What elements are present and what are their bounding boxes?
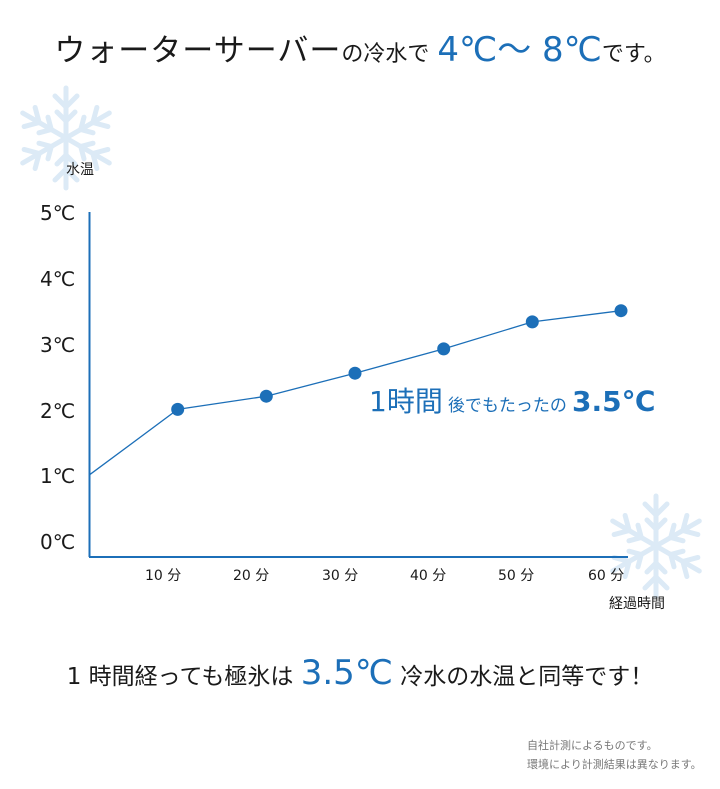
bottom-message-text: 1 時間経っても極氷は (66, 664, 294, 690)
data-point (171, 402, 185, 416)
y-tick-label: 4℃ (40, 267, 76, 291)
series-layer (88, 304, 628, 476)
x-tick-label: 20 分 (233, 568, 270, 584)
callout-time: 1時間 (369, 385, 443, 418)
y-tick-label: 0℃ (40, 530, 76, 554)
footnote: 環境により計測結果は異なります。 (527, 758, 702, 771)
x-tick-label: 40 分 (410, 568, 447, 584)
bottom-message-value: 3.5℃ (300, 653, 393, 693)
y-axis-label: 水温 (66, 162, 94, 178)
y-tick-label: 2℃ (40, 399, 76, 423)
headline-product: ウォーターサーバー (54, 33, 342, 69)
x-tick-label: 50 分 (498, 568, 535, 584)
callout-text: 後でもたったの (447, 396, 567, 416)
y-tick-label: 3℃ (40, 333, 76, 357)
data-point (259, 389, 273, 403)
data-point (437, 342, 451, 356)
data-point (614, 304, 628, 318)
headline-text: の冷水で (341, 42, 430, 67)
x-tick-label: 10 分 (145, 568, 182, 584)
data-point (525, 315, 539, 329)
chart-callout: 1時間 後でもたったの 3.5℃ (369, 380, 656, 428)
snowflake-icon (12, 85, 120, 192)
headline-suffix: です。 (601, 42, 666, 67)
y-tick-label: 5℃ (40, 201, 76, 225)
bottom-message-text-2: 冷水の水温と同等です！ (400, 664, 654, 690)
x-axis-label: 経過時間 (609, 596, 665, 612)
headline-temperature-range: 4℃〜 8℃ (437, 30, 602, 70)
headline: ウォーターサーバーの冷水で 4℃〜 8℃です。 (0, 26, 720, 80)
data-point (348, 366, 362, 380)
callout-value: 3.5℃ (572, 385, 656, 418)
x-tick-label: 60 分 (588, 568, 625, 584)
footnote: 自社計測によるものです。 (527, 739, 658, 752)
y-tick-label: 1℃ (40, 464, 76, 488)
bottom-message: 1 時間経っても極氷は 3.5℃ 冷水の水温と同等です！ (0, 648, 720, 702)
x-tick-label: 30 分 (322, 568, 359, 584)
